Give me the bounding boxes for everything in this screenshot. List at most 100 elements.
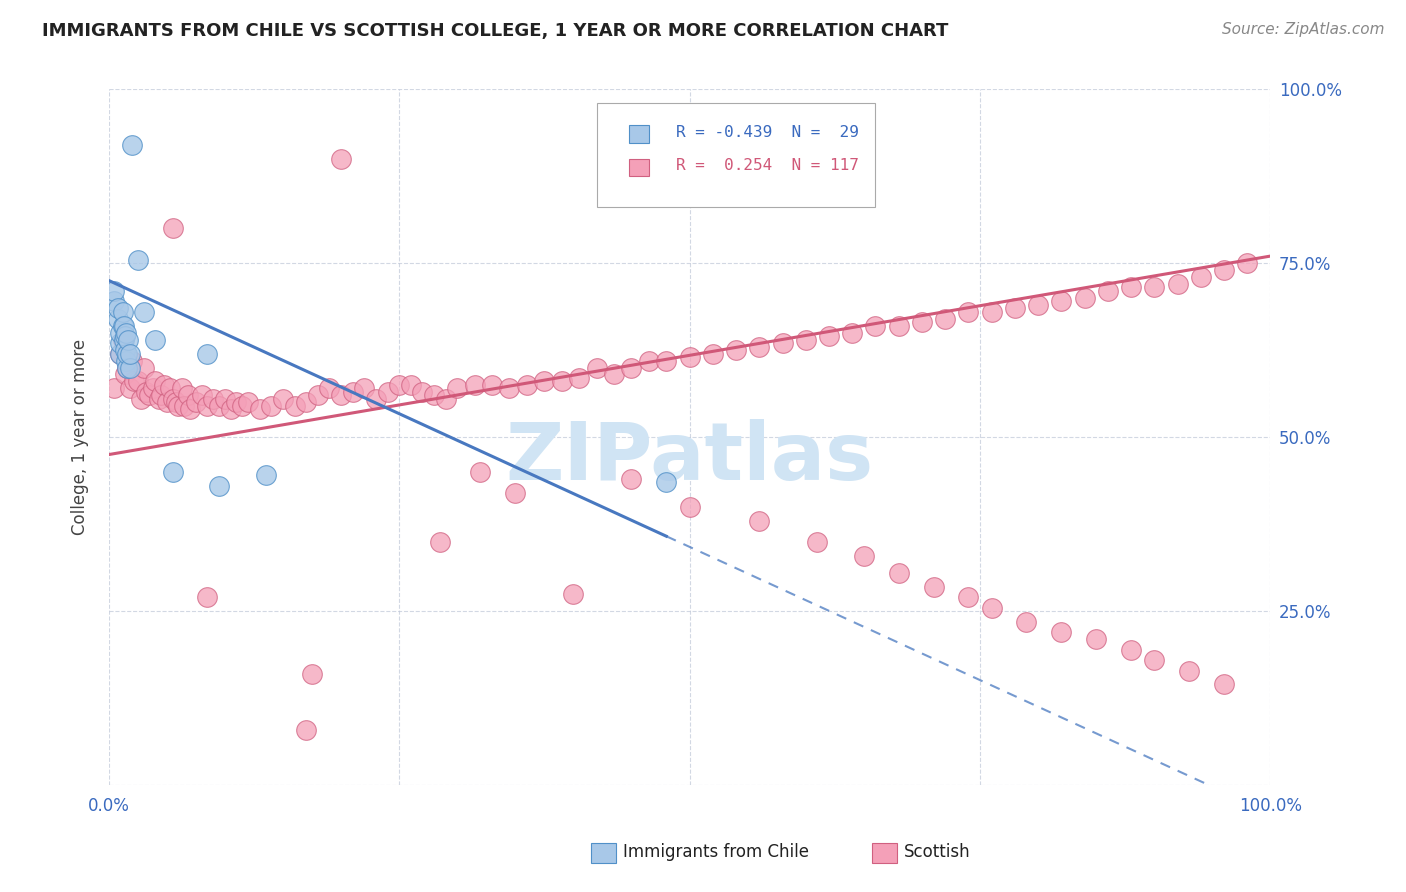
Point <box>562 587 585 601</box>
Point <box>1004 301 1026 316</box>
Text: Source: ZipAtlas.com: Source: ZipAtlas.com <box>1222 22 1385 37</box>
Point <box>957 591 980 605</box>
Point <box>118 381 141 395</box>
Point <box>143 333 166 347</box>
Point <box>702 346 724 360</box>
Point <box>148 392 170 406</box>
Point <box>429 534 451 549</box>
Point <box>318 381 340 395</box>
Text: R =  0.254  N = 117: R = 0.254 N = 117 <box>676 158 859 173</box>
Point <box>464 378 486 392</box>
Point <box>1143 280 1166 294</box>
Point <box>219 402 242 417</box>
Point <box>190 388 212 402</box>
Point <box>353 381 375 395</box>
Point <box>143 375 166 389</box>
Point <box>225 395 247 409</box>
Point <box>1143 653 1166 667</box>
Point <box>149 388 172 402</box>
Point <box>748 514 770 528</box>
Point <box>1119 280 1142 294</box>
Point <box>301 667 323 681</box>
Point <box>231 399 253 413</box>
Point <box>197 346 219 360</box>
Point <box>505 486 527 500</box>
Point <box>980 305 1002 319</box>
Point <box>107 301 129 316</box>
Point <box>551 375 574 389</box>
Point <box>162 221 184 235</box>
Point <box>957 305 980 319</box>
Point <box>138 388 160 402</box>
Point <box>103 381 125 395</box>
Point <box>655 475 678 490</box>
FancyBboxPatch shape <box>596 103 876 207</box>
Point <box>678 500 700 514</box>
Point <box>110 336 132 351</box>
Point <box>1050 294 1073 309</box>
Point <box>236 395 259 409</box>
Point <box>470 465 492 479</box>
Point <box>114 329 136 343</box>
Point <box>111 333 134 347</box>
Point <box>249 402 271 417</box>
Point <box>122 375 145 389</box>
Point <box>107 311 129 326</box>
Point <box>110 326 132 340</box>
Point <box>678 350 700 364</box>
Point <box>481 378 503 392</box>
Point <box>117 360 139 375</box>
Point <box>1213 677 1236 691</box>
Point <box>911 315 934 329</box>
Point <box>142 381 165 395</box>
Point <box>284 399 307 413</box>
Point <box>922 580 945 594</box>
Point <box>725 343 748 357</box>
Point <box>208 399 231 413</box>
Point <box>115 326 138 340</box>
Point <box>132 305 155 319</box>
Point <box>197 399 219 413</box>
Point <box>127 252 149 267</box>
Point <box>342 384 364 399</box>
Point <box>1026 298 1049 312</box>
Point <box>202 392 225 406</box>
Point <box>1236 256 1258 270</box>
Point <box>254 468 277 483</box>
Point <box>772 336 794 351</box>
Point <box>307 388 329 402</box>
Point <box>110 346 132 360</box>
Point <box>121 137 143 152</box>
Text: R = -0.439  N =  29: R = -0.439 N = 29 <box>676 125 859 139</box>
Point <box>117 346 139 360</box>
Point <box>887 318 910 333</box>
Point <box>806 534 828 549</box>
Point <box>295 395 318 409</box>
Point <box>179 402 201 417</box>
Point <box>841 326 863 340</box>
Point <box>638 353 661 368</box>
Point <box>112 333 135 347</box>
Point <box>121 353 143 368</box>
Text: IMMIGRANTS FROM CHILE VS SCOTTISH COLLEGE, 1 YEAR OR MORE CORRELATION CHART: IMMIGRANTS FROM CHILE VS SCOTTISH COLLEG… <box>42 22 949 40</box>
Point <box>197 591 219 605</box>
Point <box>818 329 841 343</box>
Point <box>1119 642 1142 657</box>
Point <box>114 368 136 382</box>
Point <box>173 399 195 413</box>
Point <box>364 392 387 406</box>
Point <box>111 305 134 319</box>
Point <box>1050 625 1073 640</box>
Point <box>748 340 770 354</box>
Point <box>980 600 1002 615</box>
Point <box>533 375 555 389</box>
Point <box>118 346 141 360</box>
Point <box>330 388 353 402</box>
Point <box>162 392 184 406</box>
Text: Scottish: Scottish <box>904 843 970 861</box>
Point <box>330 152 353 166</box>
FancyBboxPatch shape <box>628 125 650 143</box>
Point <box>184 395 207 409</box>
Point <box>1213 263 1236 277</box>
Point <box>260 399 283 413</box>
